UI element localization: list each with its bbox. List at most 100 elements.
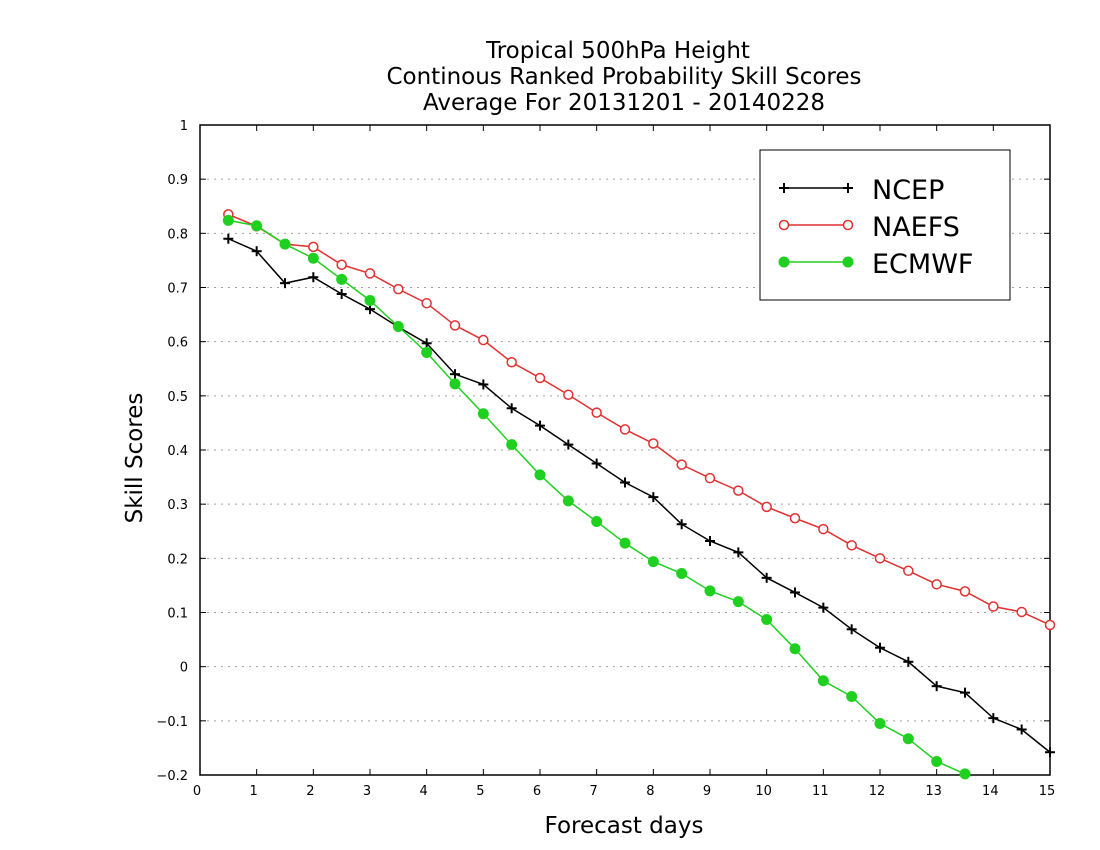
data-point-naefs [676, 459, 687, 470]
x-tick-label: 9 [703, 784, 711, 799]
data-point-ecmwf [222, 214, 234, 226]
data-point-ecmwf [279, 238, 291, 250]
legend-label-ecmwf: ECMWF [872, 249, 973, 280]
data-point-ecmwf [732, 596, 744, 608]
data-point-ncep [563, 439, 574, 450]
x-tick-label: 5 [476, 784, 484, 799]
x-tick-label: 13 [925, 784, 942, 799]
y-tick-label: 0.1 [167, 607, 188, 622]
y-tick-label: 0.5 [167, 390, 188, 405]
title-line-2: Continous Ranked Probability Skill Score… [386, 64, 861, 90]
data-point-ncep [280, 278, 290, 289]
x-tick-label: 1 [250, 784, 258, 799]
legend-marker-naefs [842, 219, 854, 231]
data-point-ncep [648, 492, 659, 503]
x-tick-label: 3 [363, 784, 371, 799]
data-point-ecmwf [647, 556, 659, 568]
data-point-ncep [591, 458, 602, 469]
data-point-ncep [931, 681, 942, 692]
data-point-ncep [1045, 747, 1055, 758]
data-point-ecmwf [449, 378, 461, 390]
x-tick-label: 11 [812, 784, 829, 799]
data-point-ncep [875, 642, 885, 653]
data-point-ncep [450, 369, 460, 380]
data-point-naefs [591, 407, 602, 418]
y-tick-label: 0 [180, 661, 188, 676]
data-point-ncep [506, 403, 517, 414]
data-point-naefs [959, 586, 971, 597]
data-point-ncep [535, 420, 545, 431]
data-point-ncep [818, 602, 829, 613]
data-point-ncep [251, 246, 262, 257]
x-tick-label: 0 [193, 784, 201, 799]
data-point-ecmwf [846, 690, 858, 702]
data-point-ncep [705, 536, 715, 546]
y-tick-label: 0.6 [167, 336, 188, 351]
data-point-naefs [478, 334, 489, 346]
data-point-ecmwf [336, 273, 348, 285]
series-ecmwf [222, 214, 971, 780]
data-point-ncep [846, 624, 857, 635]
chart-title: Tropical 500hPa Height Continous Ranked … [386, 38, 861, 116]
data-point-ecmwf [421, 347, 433, 358]
y-tick-label: 0.7 [167, 282, 188, 297]
data-point-ecmwf [562, 495, 574, 507]
data-point-naefs [1016, 606, 1027, 618]
data-point-naefs [308, 241, 319, 253]
data-point-ecmwf [704, 585, 716, 597]
legend-markers [778, 183, 854, 268]
data-point-naefs [336, 259, 347, 270]
data-point-ncep [733, 547, 744, 558]
data-point-ecmwf [591, 516, 603, 527]
y-tick-label: 0.2 [167, 552, 188, 567]
x-tick-label: 14 [982, 784, 999, 799]
data-point-naefs [988, 601, 999, 612]
legend: NCEP NAEFS ECMWF [759, 149, 1011, 301]
data-point-naefs [648, 438, 659, 449]
data-point-naefs [931, 579, 942, 590]
data-point-naefs [421, 297, 432, 309]
plot-series [222, 209, 1056, 780]
data-point-naefs [846, 540, 857, 551]
axes: 10.90.80.70.60.50.40.30.20.10−0.1−0.20 1 2… [156, 119, 1055, 799]
data-point-naefs [534, 372, 546, 384]
data-point-ncep [988, 713, 999, 724]
data-point-naefs [704, 472, 716, 484]
data-point-ecmwf [251, 220, 263, 232]
data-point-naefs [874, 553, 886, 564]
y-tick-label: 0.3 [167, 498, 188, 513]
legend-marker-ecmwf [842, 256, 854, 268]
x-tick-label: 12 [869, 784, 886, 799]
y-tick-label: 0.4 [167, 444, 188, 459]
data-point-ecmwf [619, 537, 631, 549]
data-point-naefs [506, 357, 517, 368]
data-point-ncep [1016, 724, 1027, 735]
data-point-naefs [761, 501, 772, 513]
data-point-naefs [818, 523, 829, 535]
data-point-naefs [733, 485, 744, 496]
series-line-ncep [228, 238, 1051, 753]
title-line-1: Tropical 500hPa Height [485, 38, 750, 64]
legend-marker-ncep [843, 183, 853, 193]
data-point-ncep [790, 587, 800, 598]
y-tick-label: 1 [180, 119, 188, 134]
data-point-ncep [903, 656, 914, 667]
x-tick-label: 4 [420, 784, 428, 799]
y-axis-label: Skill Scores [122, 393, 148, 524]
legend-marker-ecmwf [778, 256, 790, 268]
data-point-ecmwf [761, 614, 773, 626]
data-point-naefs [789, 513, 801, 524]
data-point-ecmwf [931, 755, 943, 767]
data-point-ecmwf [364, 295, 376, 306]
data-point-ecmwf [817, 675, 829, 687]
data-point-ecmwf [959, 768, 971, 780]
data-point-naefs [364, 268, 376, 279]
legend-marker-naefs [778, 219, 790, 231]
data-point-ecmwf [676, 568, 688, 579]
legend-marker-ncep [779, 183, 789, 193]
x-tick-label: 7 [590, 784, 598, 799]
data-point-ncep [223, 233, 234, 244]
legend-label-naefs: NAEFS [872, 212, 960, 243]
